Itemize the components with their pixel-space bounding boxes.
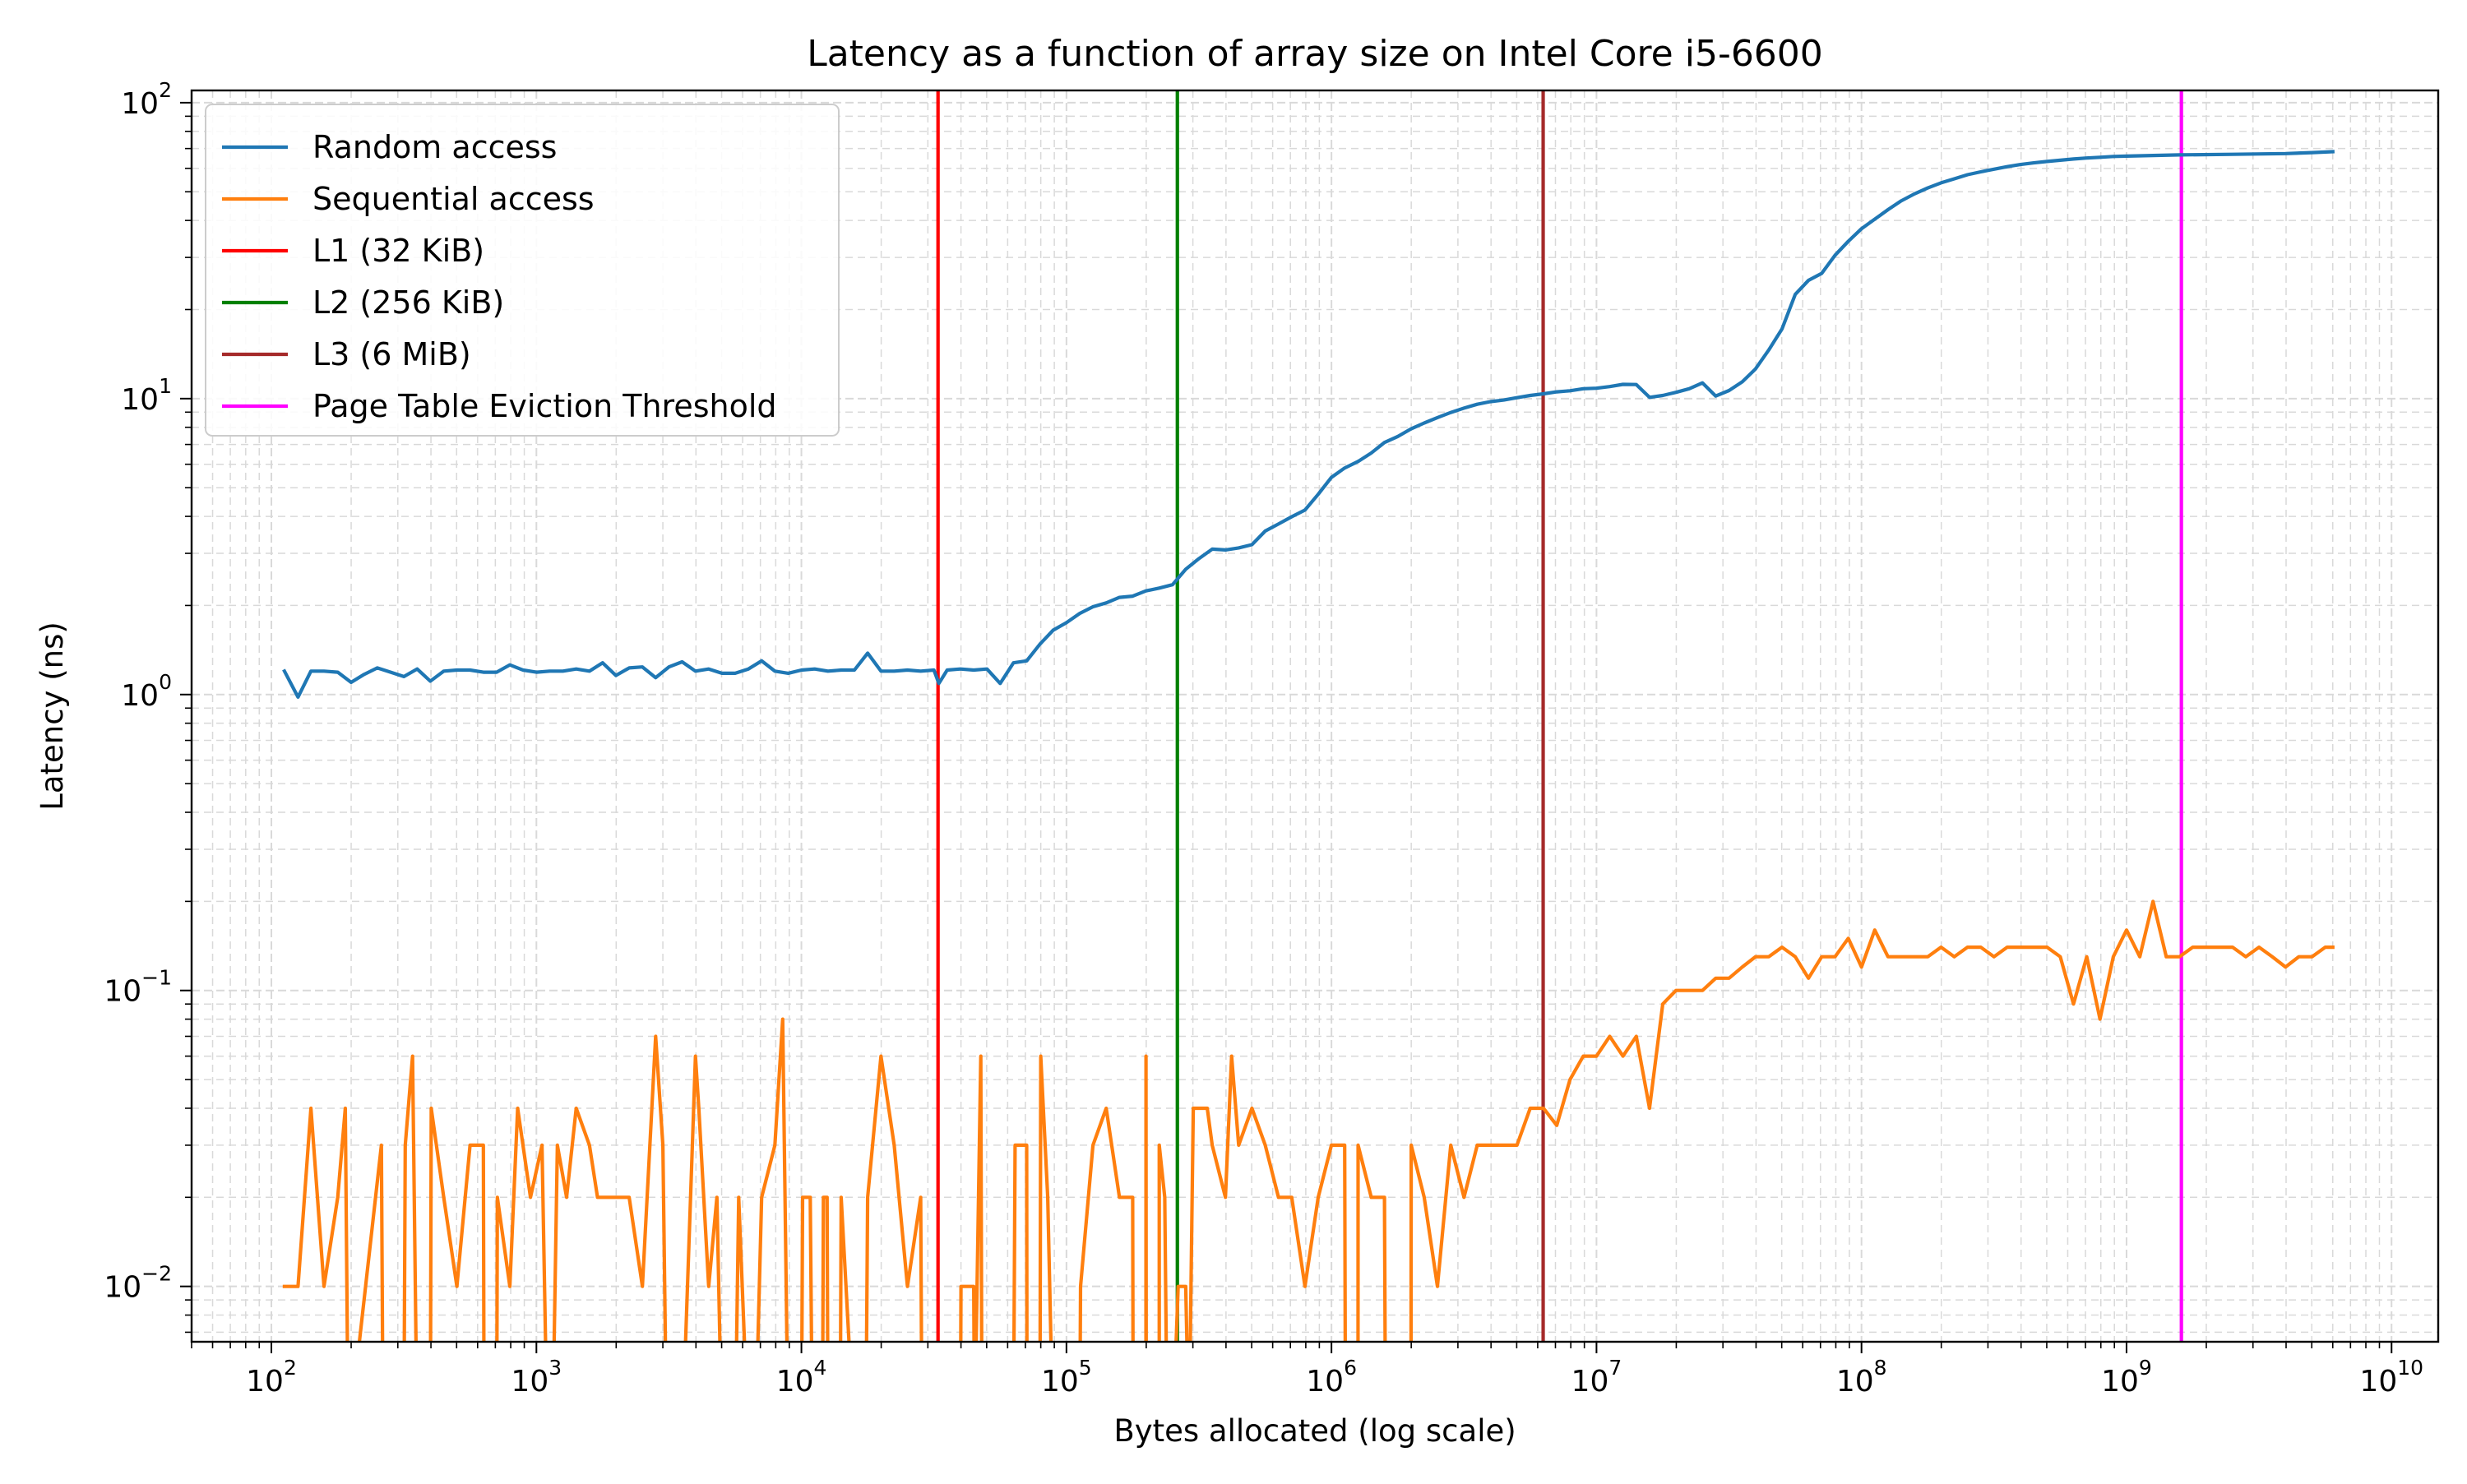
y-tick-label: 10−1 <box>104 966 172 1009</box>
x-tick-exponent: 4 <box>814 1356 827 1380</box>
y-tick-base: 10 <box>121 679 159 713</box>
y-tick-exponent: 2 <box>159 78 172 102</box>
legend-label: Page Table Eviction Threshold <box>312 388 777 424</box>
y-tick-exponent: 1 <box>159 374 172 398</box>
x-tick-base: 10 <box>1306 1365 1344 1398</box>
x-tick-base: 10 <box>1571 1365 1609 1398</box>
legend-box <box>205 104 840 437</box>
y-tick-label: 102 <box>121 78 172 121</box>
y-tick-base: 10 <box>104 975 141 1009</box>
x-axis-label: Bytes allocated (log scale) <box>1113 1413 1516 1449</box>
x-tick-label: 104 <box>776 1356 827 1398</box>
x-tick-label: 107 <box>1571 1356 1622 1398</box>
y-axis-label: Latency (ns) <box>35 622 70 811</box>
x-tick-label: 109 <box>2101 1356 2152 1398</box>
legend-label: L2 (256 KiB) <box>312 284 504 321</box>
x-tick-base: 10 <box>511 1365 548 1398</box>
x-tick-label: 106 <box>1306 1356 1357 1398</box>
legend-label: Sequential access <box>312 181 595 217</box>
series-layer <box>282 150 2335 1342</box>
y-tick-exponent: −1 <box>141 966 172 990</box>
x-tick-exponent: 8 <box>1874 1356 1887 1380</box>
x-tick-exponent: 5 <box>1079 1356 1092 1380</box>
y-tick-label: 101 <box>121 374 172 417</box>
legend: Random access Sequential access L1 (32 KiB… <box>205 104 840 437</box>
x-tick-exponent: 9 <box>2139 1356 2152 1380</box>
x-tick-base: 10 <box>2359 1365 2397 1398</box>
x-tick-base: 10 <box>246 1365 284 1398</box>
plot-frame <box>190 89 2440 1343</box>
x-tick-exponent: 10 <box>2397 1356 2423 1380</box>
x-tick-exponent: 3 <box>548 1356 562 1380</box>
x-tick-label: 102 <box>246 1356 297 1398</box>
legend-label: L1 (32 KiB) <box>312 233 484 269</box>
y-tick-label: 10−2 <box>104 1262 172 1305</box>
chart-title: Latency as a function of array size on I… <box>807 33 1823 75</box>
y-tick-label: 100 <box>121 670 172 713</box>
x-tick-base: 10 <box>2101 1365 2139 1398</box>
y-tick-base: 10 <box>104 1271 141 1305</box>
cache-threshold-lines <box>936 90 2183 1342</box>
legend-label: Random access <box>312 129 557 165</box>
y-tick-exponent: 0 <box>159 670 172 694</box>
x-tick-label: 1010 <box>2359 1356 2423 1398</box>
series-line-sequential-access <box>282 899 2335 1342</box>
x-tick-base: 10 <box>1836 1365 1874 1398</box>
x-tick-label: 108 <box>1836 1356 1887 1398</box>
axis-ticks: 102 103 104 105 106 107 108 109 101010−210−11001… <box>104 78 2423 1398</box>
x-tick-label: 103 <box>511 1356 562 1398</box>
y-tick-exponent: −2 <box>141 1262 172 1286</box>
x-tick-exponent: 7 <box>1608 1356 1622 1380</box>
x-tick-label: 105 <box>1041 1356 1092 1398</box>
x-tick-base: 10 <box>1041 1365 1079 1398</box>
legend-label: L3 (6 MiB) <box>312 336 471 372</box>
series-line-random-access <box>282 150 2335 699</box>
x-tick-exponent: 6 <box>1344 1356 1357 1380</box>
y-tick-base: 10 <box>121 383 159 417</box>
y-tick-base: 10 <box>121 87 159 121</box>
x-tick-exponent: 2 <box>284 1356 297 1380</box>
x-tick-base: 10 <box>776 1365 814 1398</box>
